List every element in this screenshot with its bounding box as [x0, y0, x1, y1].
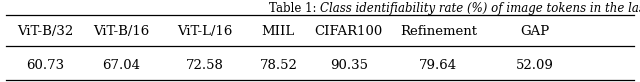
Text: ViT-B/32: ViT-B/32	[17, 25, 73, 38]
Text: Class identifiability rate (%) of image tokens in the last block.: Class identifiability rate (%) of image …	[320, 2, 640, 15]
Text: 67.04: 67.04	[102, 59, 141, 72]
Text: 90.35: 90.35	[330, 59, 368, 72]
Text: 72.58: 72.58	[186, 59, 224, 72]
Text: ViT-B/16: ViT-B/16	[93, 25, 150, 38]
Text: 78.52: 78.52	[259, 59, 298, 72]
Text: Table 1:: Table 1:	[269, 2, 320, 15]
Text: ViT-L/16: ViT-L/16	[177, 25, 232, 38]
Text: 52.09: 52.09	[515, 59, 554, 72]
Text: GAP: GAP	[520, 25, 549, 38]
Text: MIIL: MIIL	[262, 25, 295, 38]
Text: 79.64: 79.64	[419, 59, 458, 72]
Text: Refinement: Refinement	[400, 25, 477, 38]
Text: CIFAR100: CIFAR100	[315, 25, 383, 38]
Text: 60.73: 60.73	[26, 59, 64, 72]
